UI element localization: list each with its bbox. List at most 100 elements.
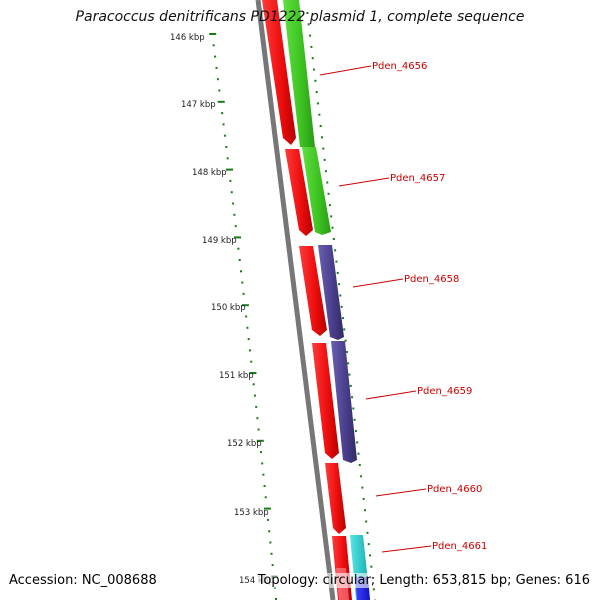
ruler-minor-tick [257, 428, 260, 431]
outer-ring-dot [314, 79, 317, 82]
outer-ring-dot [315, 91, 318, 94]
gene-label-pden-4661[interactable]: Pden_4661 [432, 541, 487, 552]
outer-ring-dot [344, 339, 347, 342]
outer-ring-dot [372, 588, 375, 591]
outer-ring-dot [365, 520, 368, 523]
orf-red-2[interactable] [285, 149, 313, 236]
orf-red-1[interactable] [262, 0, 296, 145]
feature-track-red [262, 0, 352, 600]
outer-ring-dot [318, 113, 321, 116]
outer-ring-dot [319, 125, 322, 127]
leader-line [375, 488, 427, 497]
ruler-minor-tick [256, 417, 259, 420]
ruler-major-tick [256, 439, 264, 442]
ruler-minor-tick [242, 292, 245, 295]
ruler-minor-tick [268, 530, 271, 533]
leader-line [381, 545, 432, 553]
ruler-minor-tick [267, 518, 270, 521]
tick-label: 154 kbp [239, 576, 274, 586]
outer-ring-dot [328, 204, 331, 207]
outer-ring-dot [326, 181, 329, 184]
outer-ring-dot [317, 102, 320, 105]
ruler-minor-tick [260, 451, 263, 454]
outer-ring-dot [356, 441, 359, 444]
outer-ring-dot [332, 238, 335, 240]
ruler-minor-tick [241, 281, 244, 284]
outer-ring-dot [370, 565, 373, 568]
outer-ring-dot [362, 497, 365, 500]
outer-ring-dot [311, 57, 314, 60]
outer-ring-dot [306, 12, 309, 14]
ruler-minor-tick [233, 213, 236, 216]
ruler-minor-tick [263, 485, 266, 487]
outer-ring-dot [309, 34, 312, 37]
ruler-minor-tick [269, 541, 272, 544]
outer-ring-dot [361, 486, 364, 489]
outer-ring-dot [324, 170, 327, 173]
leader-line [319, 65, 372, 76]
tick-label: 151 kbp [219, 371, 254, 381]
gene-label-pden-4657[interactable]: Pden_4657 [390, 173, 445, 184]
ruler-minor-tick [275, 598, 278, 600]
ruler-minor-tick [252, 383, 255, 386]
gene-label-pden-4660[interactable]: Pden_4660 [427, 484, 482, 495]
outer-ring-dot [360, 475, 363, 478]
outer-ring-dot [369, 554, 372, 557]
outer-ring-dot [339, 294, 342, 297]
ruler-minor-tick [262, 473, 265, 476]
gene-pden-4657-feature[interactable] [302, 147, 331, 235]
tick-label: 153 kbp [234, 508, 269, 518]
gene-label-pden-4656[interactable]: Pden_4656 [372, 61, 427, 72]
gene-label-pden-4659[interactable]: Pden_4659 [417, 386, 472, 397]
ruler-major-tick [234, 236, 242, 239]
outer-ring-dot [357, 452, 360, 455]
gene-pden-4659-feature[interactable] [331, 341, 357, 463]
orf-red-4[interactable] [312, 343, 339, 459]
tick-labels: 146 kbp 147 kbp 148 kbp 149 kbp 150 kbp … [170, 33, 274, 586]
ruler-major-tick [263, 507, 271, 510]
gene-label-pden-4658[interactable]: Pden_4658 [404, 274, 459, 285]
tick-label: 146 kbp [170, 33, 205, 43]
ruler-minor-tick [271, 564, 274, 567]
ruler-minor-tick [250, 360, 253, 363]
gene-pden-4658-feature[interactable] [318, 245, 344, 340]
ruler-minor-tick [229, 179, 232, 182]
ruler-minor-tick [255, 405, 258, 408]
outer-ring-dot [320, 136, 323, 139]
leader-line [365, 390, 417, 400]
leader-line [352, 278, 404, 288]
gene-pden-4656-feature[interactable] [283, 0, 315, 147]
outer-ring-dot [322, 147, 325, 150]
ruler-minor-tick [247, 338, 250, 341]
tick-label: 150 kbp [211, 303, 246, 313]
outer-ring-dot [358, 464, 361, 466]
outer-ring-dot [338, 283, 341, 286]
tick-label: 149 kbp [202, 236, 237, 246]
outer-ring-dot [354, 430, 357, 433]
ruler-major-tick [241, 304, 249, 307]
ruler-minor-tick [270, 552, 273, 555]
ruler-minor-tick [253, 394, 256, 397]
ruler-minor-tick [223, 134, 226, 137]
outer-ring-dot [323, 158, 326, 161]
ruler-minor-tick [261, 462, 264, 465]
ruler-minor-tick [222, 123, 225, 126]
ruler-minor-tick [248, 349, 251, 352]
accession-text: Accession: NC_008688 [9, 573, 157, 588]
orf-red-3[interactable] [299, 246, 327, 336]
ruler-minor-tick [215, 66, 218, 69]
ruler-minor-tick [245, 315, 248, 318]
outer-ring-dot [313, 68, 316, 71]
ruler-minor-tick [237, 247, 240, 250]
orf-red-5[interactable] [325, 463, 346, 534]
ruler-minor-tick [226, 157, 229, 160]
outer-ring-dot [367, 543, 370, 546]
outer-ring-dot [363, 509, 366, 512]
outer-ring-dot [345, 351, 348, 353]
outer-ring-dot [330, 215, 333, 218]
ruler-minor-tick [212, 44, 215, 47]
outer-ring-dot [334, 249, 337, 252]
ruler-minor-tick [221, 112, 224, 115]
gene-labels: Pden_4656 Pden_4657 Pden_4658 Pden_4659 … [319, 61, 487, 553]
ruler-minor-tick [225, 146, 228, 148]
